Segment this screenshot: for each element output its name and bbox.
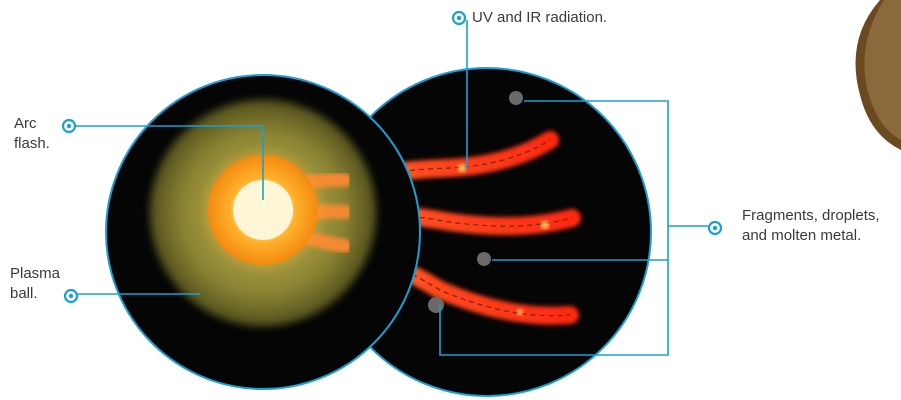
uv-ir-label: UV and IR radiation. xyxy=(472,9,608,26)
fragments-callout-lines xyxy=(439,100,708,356)
arc-flash-label: Arc flash. xyxy=(14,115,50,152)
photo-fragment xyxy=(855,0,901,150)
fragments-label: Fragments, droplets, and molten metal. xyxy=(742,207,880,244)
arc-callout-line xyxy=(76,125,264,200)
plasma-ball-label: Plasma ball. xyxy=(10,265,61,302)
